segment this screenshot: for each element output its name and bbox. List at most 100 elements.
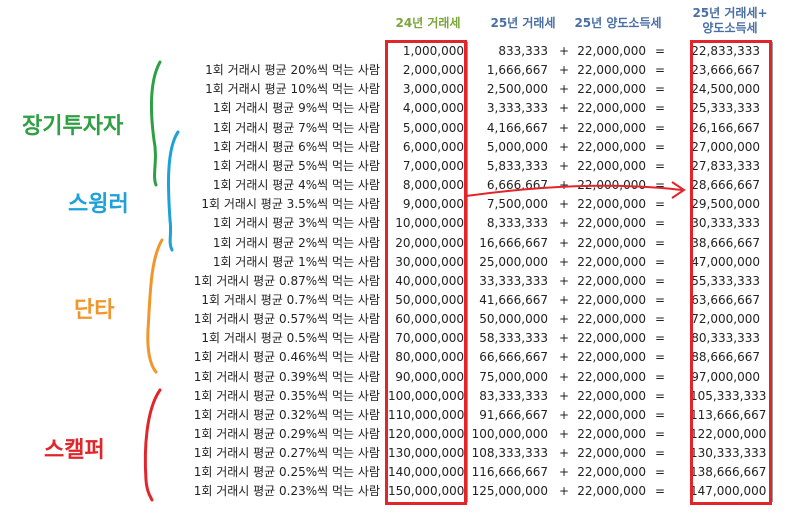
tax24-value: 4,000,000 (402, 101, 464, 116)
plus-sign: + (558, 350, 570, 365)
plus-sign: + (558, 254, 570, 269)
tax24-value: 80,000,000 (395, 350, 464, 365)
plus-sign: + (558, 197, 570, 212)
red-arrow-line (465, 184, 683, 197)
tax25-value: 2,500,000 (486, 82, 548, 97)
sum-value: 22,833,333 (691, 44, 760, 58)
tax25-value: 108,333,333 (471, 446, 548, 461)
group-label-long-term: 장기투자자 (22, 114, 124, 139)
tax24-value: 50,000,000 (395, 292, 464, 307)
tax24-value: 20,000,000 (395, 235, 464, 250)
plus-sign: + (558, 292, 570, 307)
equals-sign: = (654, 197, 666, 212)
equals-sign: = (654, 82, 666, 97)
tax25-value: 5,833,333 (486, 158, 548, 173)
table-row: 1회 거래시 평균 10%씩 먹는 사람 3,000,000 2,500,000 +2… (0, 80, 807, 99)
sum-value: 24,500,000 (691, 82, 760, 97)
equals-sign: = (654, 388, 666, 403)
cgt-value: 22,000,000 (577, 273, 646, 288)
header-sum-line2: 양도소득세 (702, 21, 758, 35)
table-row: 1회 거래시 평균 3.5%씩 먹는 사람 9,000,000 7,500,000 +… (0, 195, 807, 214)
bracket-swinger (166, 130, 180, 252)
equals-sign: = (654, 216, 666, 231)
sum-value: 26,166,667 (691, 120, 760, 135)
tax24-value: 6,000,000 (402, 139, 464, 154)
tax25-value: 7,500,000 (486, 197, 548, 212)
plus-sign: + (558, 273, 570, 288)
row-description: 1회 거래시 평균 0.29%씩 먹는 사람 (193, 427, 380, 441)
cgt-value: 22,000,000 (577, 82, 646, 97)
cgt-value: 22,000,000 (577, 254, 646, 269)
cgt-value: 22,000,000 (577, 446, 646, 461)
row-description: 1회 거래시 평균 0.25%씩 먹는 사람 (193, 465, 380, 480)
sum-value: 47,000,000 (691, 254, 760, 269)
tax24-highlight-box (385, 40, 467, 505)
bracket-scalper (143, 388, 162, 502)
tax24-value: 60,000,000 (395, 312, 464, 327)
tax25-value: 83,333,333 (479, 388, 548, 403)
group-label-scalper: 스캘퍼 (44, 438, 105, 463)
sum-value: 130,333,333 (690, 446, 767, 461)
group-label-swinger: 스윙러 (68, 192, 129, 217)
row-description: 1회 거래시 평균 5%씩 먹는 사람 (212, 158, 380, 173)
tax25-value: 50,000,000 (479, 312, 548, 327)
tax24-value: 3,000,000 (402, 82, 464, 97)
equals-sign: = (654, 254, 666, 269)
tax24-value: 30,000,000 (395, 254, 464, 269)
tax25-value: 4,166,667 (486, 120, 548, 135)
sum-value: 122,000,000 (690, 427, 767, 441)
cgt-value: 22,000,000 (577, 63, 646, 78)
tax25-value: 75,000,000 (479, 369, 548, 384)
tax24-value: 1,000,000 (402, 44, 464, 58)
header-sum: 25년 거래세+ 양도소득세 (682, 6, 778, 36)
tax25-value: 91,666,667 (479, 407, 548, 422)
header-sum-line1: 25년 거래세+ (692, 6, 768, 20)
sum-value: 80,333,333 (691, 331, 760, 346)
row-description: 1회 거래시 평균 4%씩 먹는 사람 (212, 178, 380, 193)
row-description: 1회 거래시 평균 9%씩 먹는 사람 (212, 101, 380, 116)
equals-sign: = (654, 273, 666, 288)
row-description: 1회 거래시 평균 7%씩 먹는 사람 (212, 120, 380, 135)
plus-sign: + (558, 216, 570, 231)
bracket-day-trader (146, 238, 164, 374)
plus-sign: + (558, 312, 570, 327)
table-row: 1회 거래시 평균 0.32%씩 먹는 사람 110,000,000 91,666,… (0, 406, 807, 425)
plus-sign: + (558, 44, 570, 58)
row-description: 1회 거래시 평균 0.87%씩 먹는 사람 (193, 273, 380, 288)
cgt-value: 22,000,000 (577, 388, 646, 403)
cgt-value: 22,000,000 (577, 139, 646, 154)
row-description: 1회 거래시 평균 0.35%씩 먹는 사람 (193, 388, 380, 403)
tax24-value: 9,000,000 (402, 197, 464, 212)
equals-sign: = (654, 158, 666, 173)
cgt-value: 22,000,000 (577, 312, 646, 327)
row-description: 1회 거래시 평균 0.57%씩 먹는 사람 (193, 312, 380, 327)
cgt-value: 22,000,000 (577, 369, 646, 384)
sum-value: 88,666,667 (691, 350, 760, 365)
table-row: 1,000,000 833,333 +22,000,000 = 22,833,333 (0, 42, 807, 61)
sum-value: 105,333,333 (690, 388, 767, 403)
cgt-value: 22,000,000 (577, 331, 646, 346)
cgt-value: 22,000,000 (577, 427, 646, 441)
tax24-value: 8,000,000 (402, 178, 464, 193)
group-label-day-trader: 단타 (74, 298, 115, 323)
equals-sign: = (654, 292, 666, 307)
cgt-value: 22,000,000 (577, 484, 646, 499)
tax25-value: 16,666,667 (479, 235, 548, 250)
tax24-value: 150,000,000 (388, 484, 465, 499)
table-row: 1회 거래시 평균 20%씩 먹는 사람 2,000,000 1,666,667 +2… (0, 61, 807, 80)
sum-value: 55,333,333 (691, 273, 760, 288)
plus-sign: + (558, 465, 570, 480)
equals-sign: = (654, 101, 666, 116)
row-description: 1회 거래시 평균 0.46%씩 먹는 사람 (193, 350, 380, 365)
tax24-value: 10,000,000 (395, 216, 464, 231)
sum-value: 29,500,000 (691, 197, 760, 212)
tax24-value: 130,000,000 (388, 446, 465, 461)
equals-sign: = (654, 120, 666, 135)
tax25-value: 8,333,333 (486, 216, 548, 231)
row-description: 1회 거래시 평균 0.39%씩 먹는 사람 (193, 369, 380, 384)
plus-sign: + (558, 63, 570, 78)
tax24-value: 140,000,000 (388, 465, 465, 480)
red-arrow-head (671, 181, 686, 199)
table-row: 1회 거래시 평균 2%씩 먹는 사람 20,000,000 16,666,667 +… (0, 234, 807, 253)
equals-sign: = (654, 369, 666, 384)
